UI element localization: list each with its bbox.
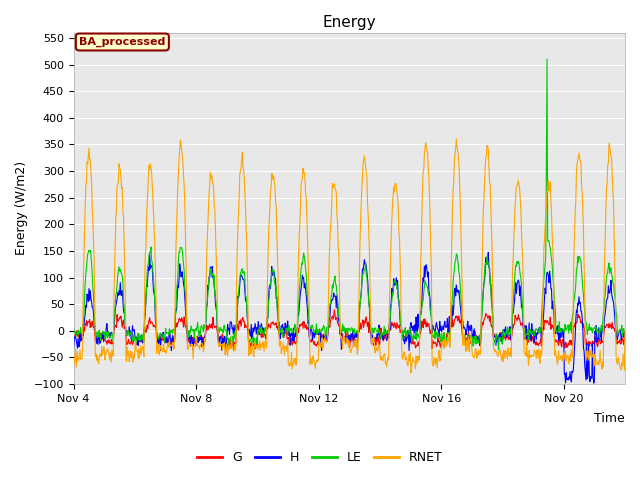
- Legend: G, H, LE, RNET: G, H, LE, RNET: [193, 446, 447, 469]
- Text: Time: Time: [595, 412, 625, 425]
- Text: BA_processed: BA_processed: [79, 37, 166, 47]
- Title: Energy: Energy: [323, 15, 376, 30]
- Y-axis label: Energy (W/m2): Energy (W/m2): [15, 161, 28, 255]
